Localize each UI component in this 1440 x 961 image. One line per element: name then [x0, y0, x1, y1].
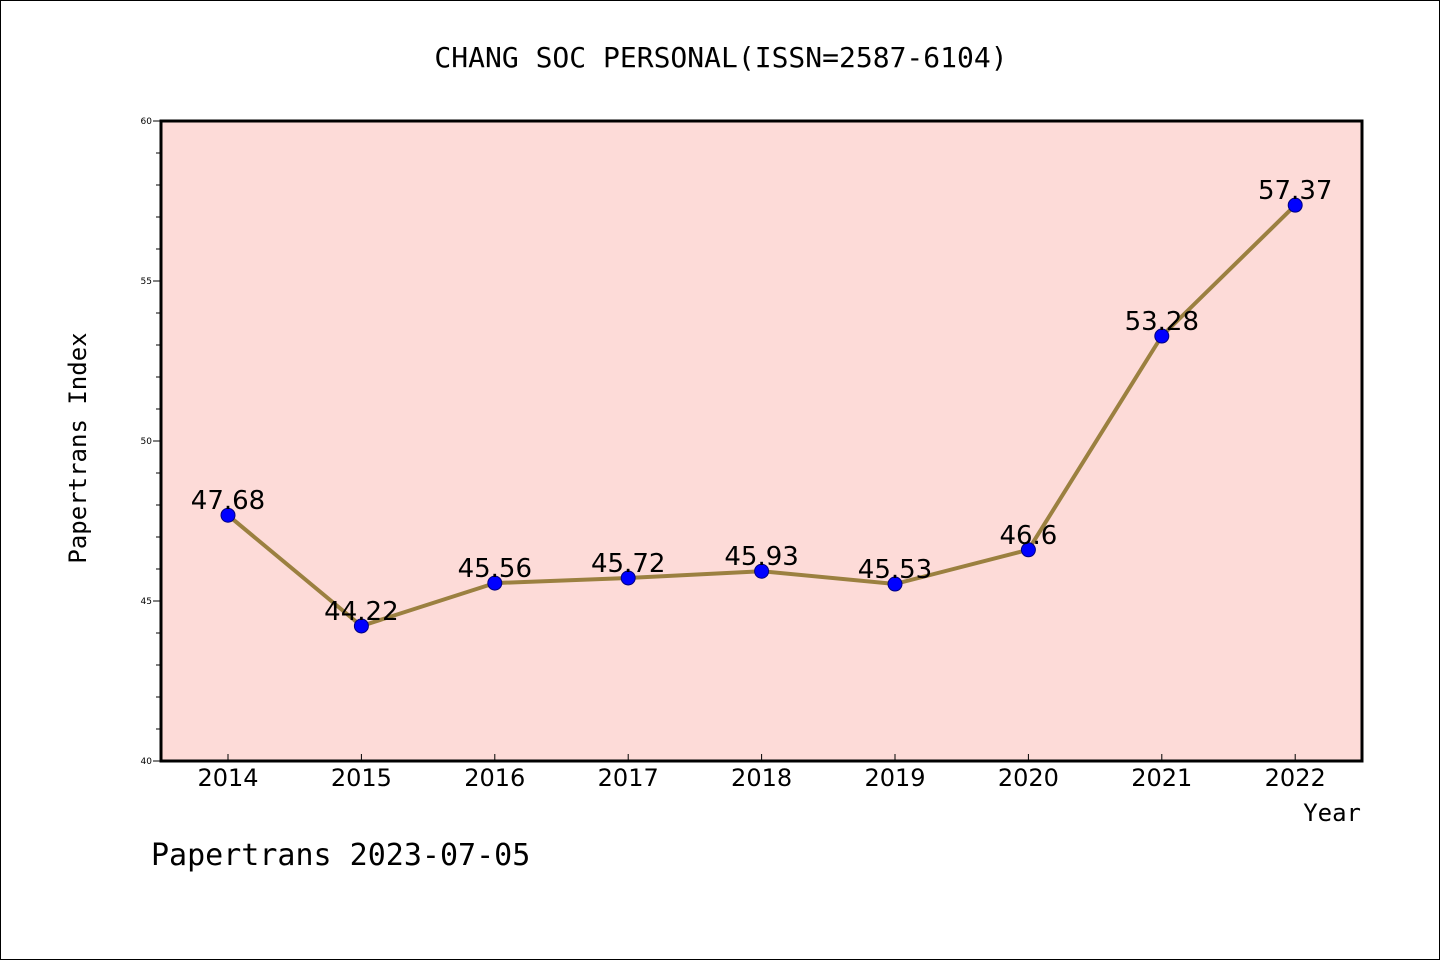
chart-title: CHANG SOC PERSONAL(ISSN=2587-6104) [434, 41, 1007, 74]
data-label: 45.93 [724, 542, 798, 572]
data-point [1020, 542, 1036, 558]
x-tick-label: 2016 [464, 764, 525, 792]
data-label-layer: 47.68 44.22 45.56 45.72 45.93 45.53 46.6 53.28 5… [191, 176, 1333, 627]
data-point [1154, 328, 1170, 344]
y-tick-label: 60 [141, 117, 153, 127]
y-tick-label: 40 [141, 757, 153, 767]
data-point [754, 563, 770, 579]
y-axis-label: Papertrans Index [64, 332, 92, 563]
x-tick-label: 2014 [197, 764, 258, 792]
x-axis: 2014 2015 2016 2017 2018 2019 2020 2021 2022 [197, 754, 1326, 792]
x-tick-label: 2017 [598, 764, 659, 792]
data-label: 57.37 [1258, 176, 1332, 206]
x-tick-label: 2022 [1265, 764, 1326, 792]
y-tick-label: 55 [141, 277, 152, 287]
y-tick-label: 45 [141, 597, 152, 607]
data-point [1287, 197, 1303, 213]
x-tick-label: 2021 [1131, 764, 1192, 792]
y-axis: 40 45 50 55 60 [141, 117, 161, 767]
x-tick-label: 2018 [731, 764, 792, 792]
y-tick-label: 50 [141, 437, 153, 447]
data-label: 45.72 [591, 549, 665, 579]
data-label: 45.56 [458, 554, 532, 584]
data-label: 44.22 [324, 597, 398, 627]
data-point [887, 576, 903, 592]
data-point [487, 575, 503, 591]
x-tick-label: 2020 [998, 764, 1059, 792]
plot-area [159, 119, 1364, 763]
data-point [353, 618, 369, 634]
data-point [220, 507, 236, 523]
x-tick-label: 2015 [331, 764, 392, 792]
footer-note: Papertrans 2023-07-05 [151, 838, 530, 873]
data-label: 45.53 [858, 555, 932, 585]
data-point [620, 570, 636, 586]
data-label: 46.6 [999, 521, 1057, 551]
x-axis-label: Year [1303, 799, 1361, 827]
x-tick-label: 2019 [864, 764, 925, 792]
data-label: 53.28 [1125, 307, 1199, 337]
series-layer [220, 197, 1303, 634]
data-label: 47.68 [191, 486, 265, 516]
